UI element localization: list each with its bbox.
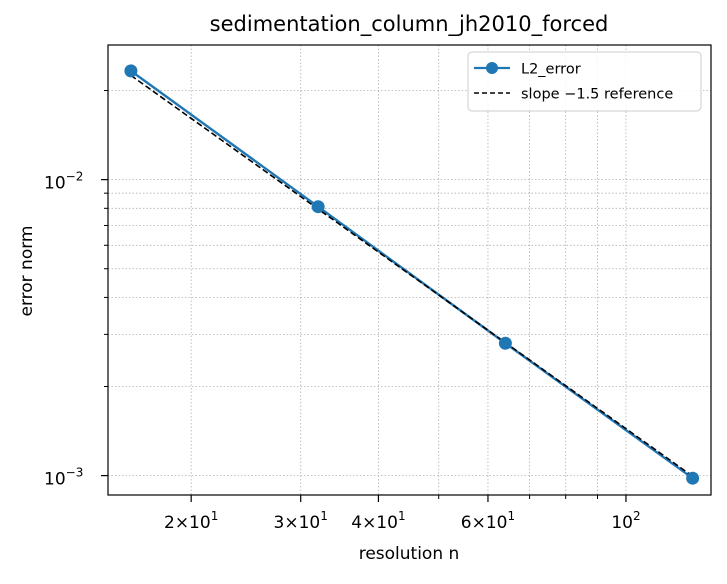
- legend: L2_error slope −1.5 reference: [467, 51, 702, 112]
- x-tick-label: 4×101: [351, 509, 405, 533]
- legend-box: [467, 51, 702, 112]
- x-axis-label: resolution n: [359, 544, 460, 564]
- plot-frame: [107, 44, 712, 496]
- legend-l2-label: L2_error: [521, 62, 581, 78]
- reference-slope-line: [130, 74, 694, 477]
- series-layer: [124, 64, 700, 485]
- chart-title: sedimentation_column_jh2010_forced: [210, 12, 609, 37]
- l2-error-point: [498, 336, 512, 350]
- l2-error-point: [124, 64, 138, 78]
- x-tick-label: 6×101: [461, 509, 515, 533]
- l2-error-point: [311, 200, 325, 214]
- y-axis-label: error norm: [17, 226, 37, 317]
- legend-l2-marker: [486, 62, 498, 74]
- grid-layer: [108, 45, 711, 495]
- l2-error-point: [686, 471, 700, 485]
- x-tick-label: 2×101: [164, 509, 218, 533]
- legend-reference-label: slope −1.5 reference: [521, 87, 673, 103]
- x-tick-label: 3×101: [274, 509, 328, 533]
